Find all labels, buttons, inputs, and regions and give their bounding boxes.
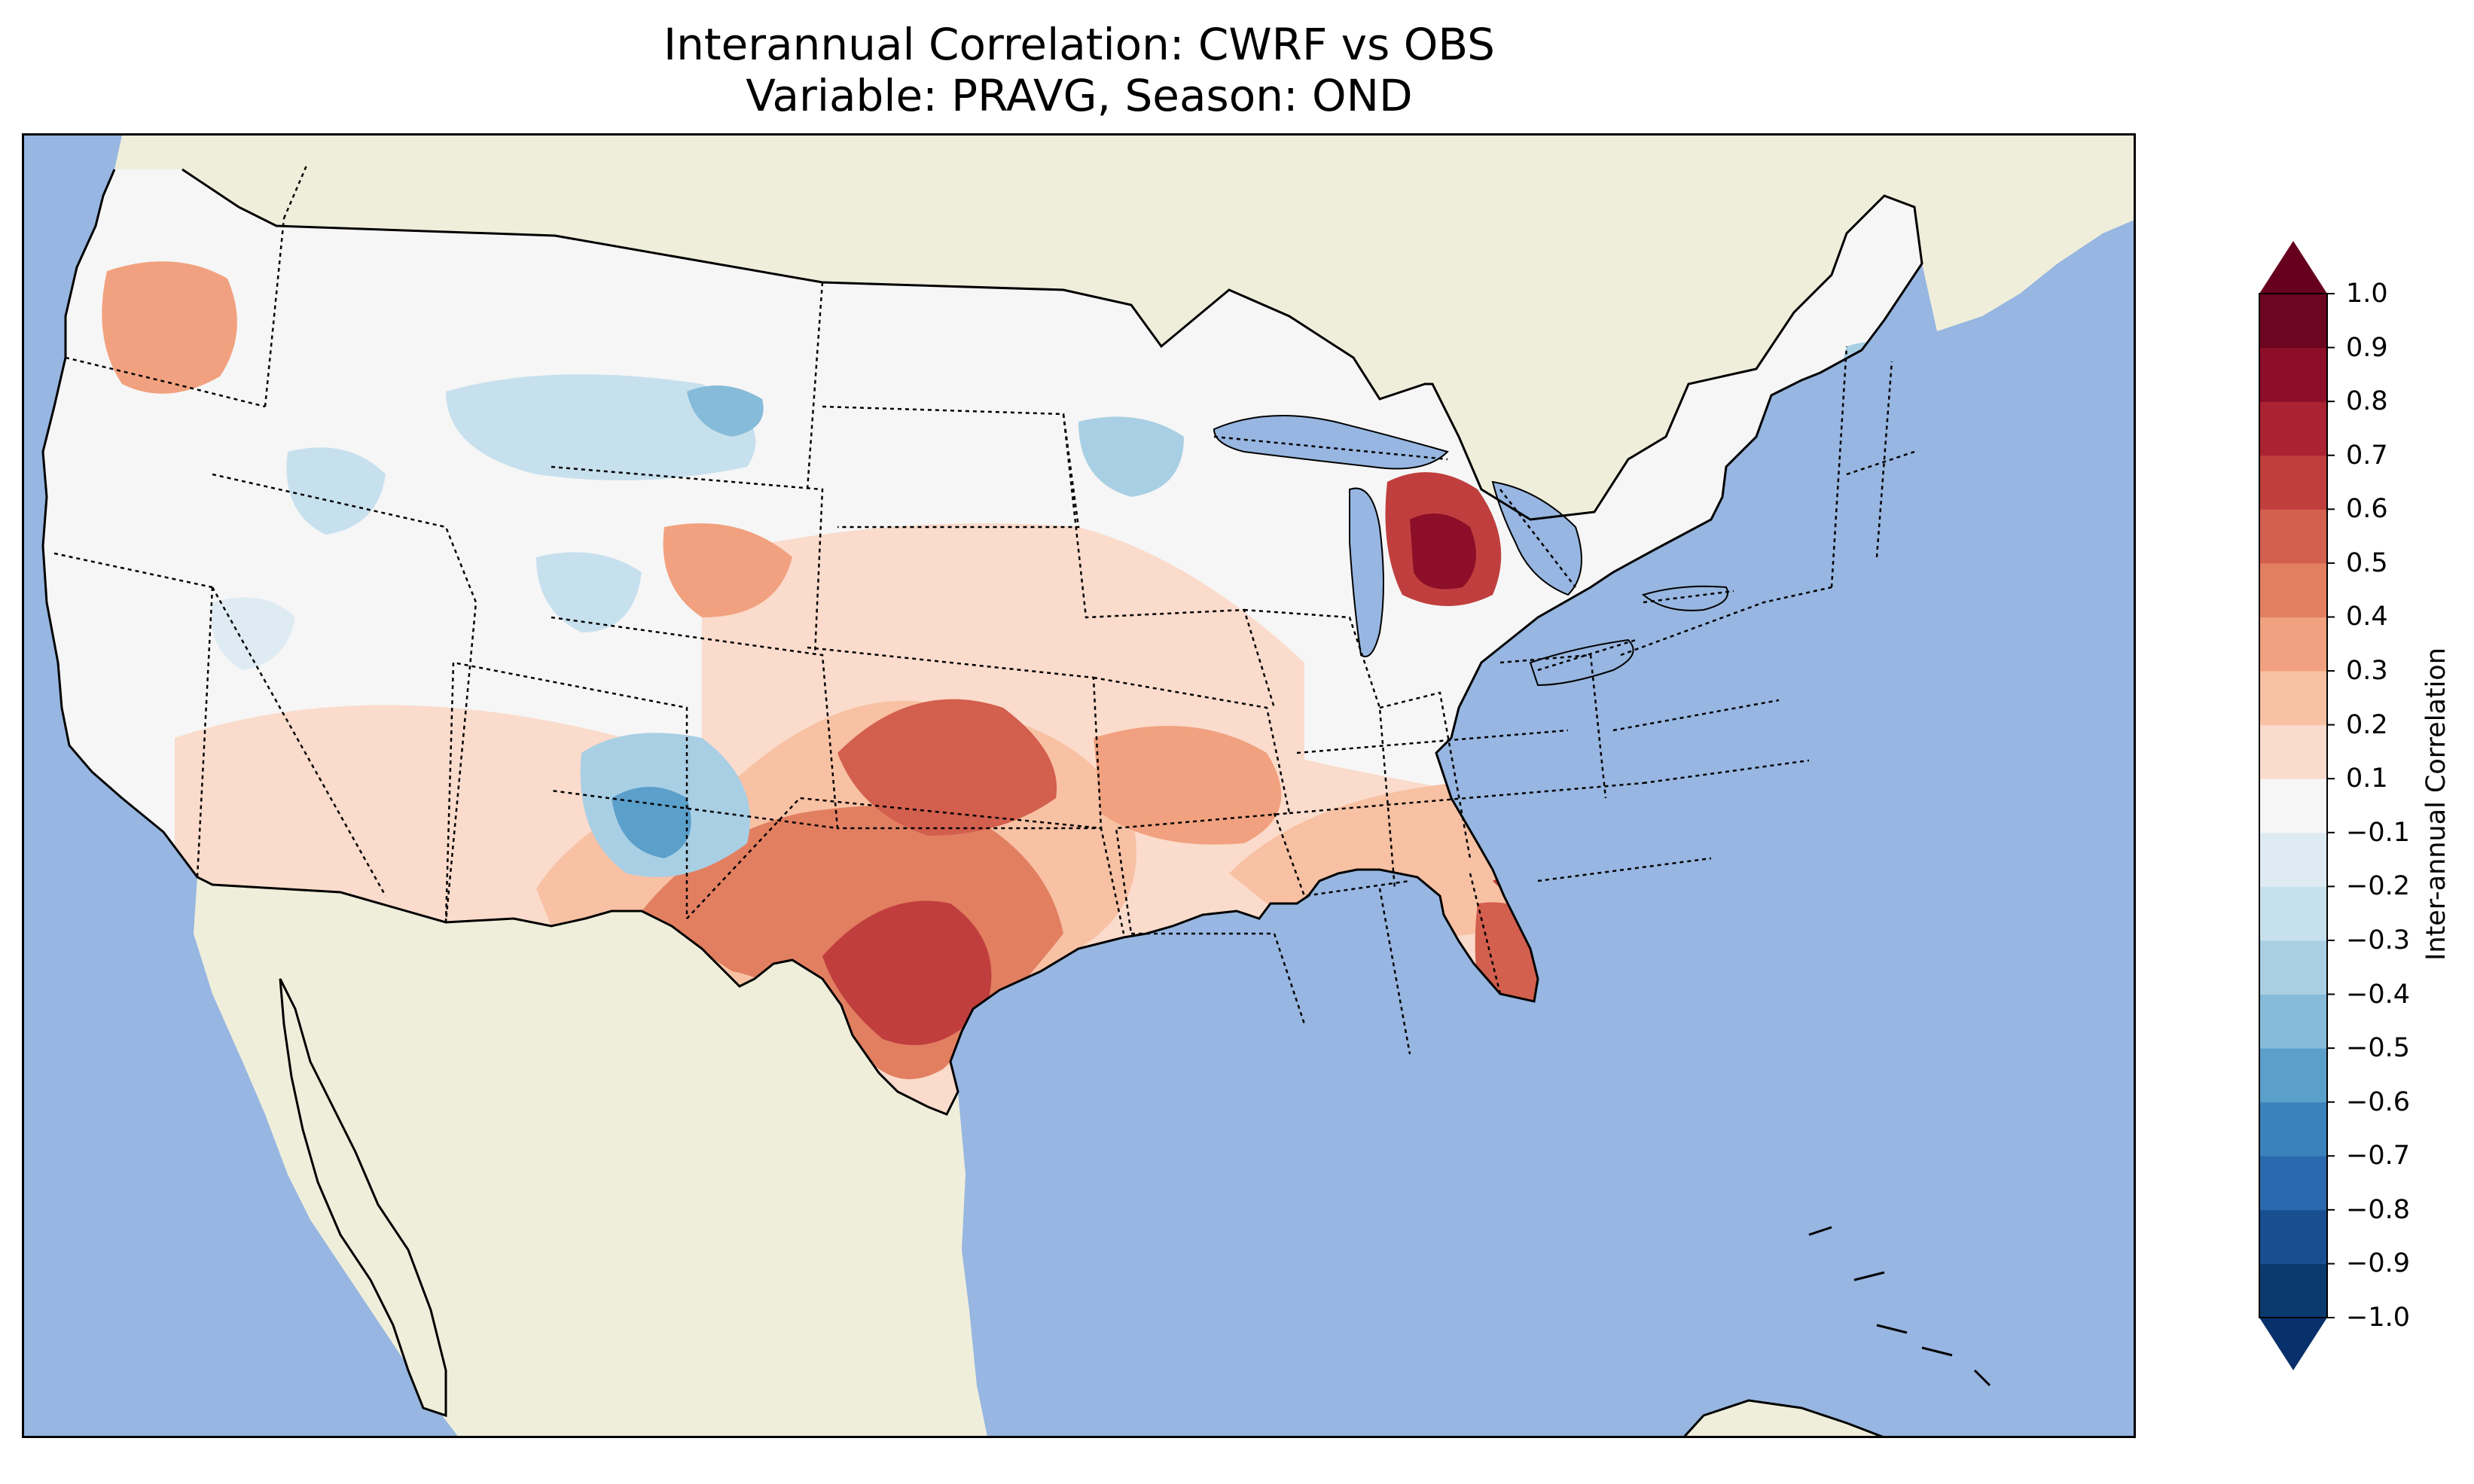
colorbar-tick-label: −0.8 <box>2346 1194 2410 1225</box>
border-mt-dakotas <box>806 282 1080 529</box>
colorbar-tick-label: 0.6 <box>2346 494 2388 525</box>
colorbar-under-arrow <box>2259 1318 2327 1370</box>
colorbar-tick-label: −0.5 <box>2346 1033 2410 1064</box>
colorbar-band <box>2259 1209 2327 1264</box>
border-va-nc <box>1537 759 1810 882</box>
border-new-england <box>1830 346 1915 588</box>
colorbar-tick-label: 0.2 <box>2346 709 2388 740</box>
border-al-ga <box>1378 873 1502 1055</box>
lake-superior <box>1213 415 1449 470</box>
border-ca-nv <box>196 587 387 897</box>
field-region-nebraska <box>663 523 792 617</box>
border-az-nm <box>444 661 688 923</box>
colorbar-band <box>2259 779 2327 833</box>
field-region-missouri <box>1094 726 1282 845</box>
field-region-kentucky-blue <box>1530 777 1643 843</box>
field-region-michigan-core <box>1410 513 1476 590</box>
lake-michigan <box>1349 487 1384 657</box>
field-region-idaho-blue <box>286 447 386 535</box>
field-region-louisiana <box>1244 1034 1355 1114</box>
baja-california <box>279 978 447 1418</box>
colorbar-band <box>2259 509 2327 564</box>
us-coastline <box>41 168 1923 1116</box>
border-co <box>551 616 839 830</box>
colorbar-tick-label: 0.5 <box>2346 547 2388 578</box>
border-oh-in <box>1379 654 1607 859</box>
border-la-ms <box>1131 812 1411 1025</box>
colorbar <box>2259 241 2335 1370</box>
field-region-colorado-core <box>612 787 691 858</box>
colorbar-tick-label: −0.3 <box>2346 925 2410 955</box>
border-ok-tx <box>686 797 1125 934</box>
colorbar-tick-label: −1.0 <box>2346 1303 2410 1333</box>
lake-erie <box>1529 638 1634 687</box>
colorbar-tick-label: 0.4 <box>2346 602 2388 632</box>
border-wa-or <box>65 356 266 408</box>
colorbar-band <box>2259 617 2327 672</box>
colorbar-band <box>2259 455 2327 510</box>
colorbar-tick-label: 0.3 <box>2346 656 2388 687</box>
chart-title-line-1: Interannual Correlation: CWRF vs OBS <box>663 19 1495 70</box>
colorbar-label: Inter-annual Correlation <box>2421 648 2451 961</box>
colorbar-band <box>2259 671 2327 726</box>
map-panel <box>22 133 2136 1438</box>
colorbar-tick-label: 0.1 <box>2346 763 2388 794</box>
colorbar-band <box>2259 1156 2327 1211</box>
field-region-kansas-strong <box>837 699 1057 836</box>
colorbar-band <box>2259 940 2327 995</box>
colorbar-outline <box>2259 293 2328 1318</box>
field-region-wyoming-blue <box>536 552 642 632</box>
colorbar-band <box>2259 1263 2327 1318</box>
colorbar-over-arrow <box>2259 241 2327 294</box>
lake-ontario <box>1641 585 1728 611</box>
border-wi-il <box>1243 608 1396 889</box>
border-tn-ky <box>1289 729 1644 815</box>
colorbar-tick-label: 1.0 <box>2346 279 2388 309</box>
colorbar-band <box>2259 294 2327 349</box>
cuba <box>1683 1399 1884 1436</box>
field-region-montana-blue <box>446 374 756 480</box>
colorbar-tick-label: −0.7 <box>2346 1141 2410 1172</box>
colorbar-tick-label: −0.6 <box>2346 1086 2410 1117</box>
colorbar-band <box>2259 994 2327 1049</box>
colorbar-band <box>2259 1048 2327 1103</box>
border-ne-ks <box>807 646 1103 830</box>
colorbar-tick-label: −0.4 <box>2346 979 2410 1010</box>
field-region-carolinas <box>1493 798 1745 923</box>
border-wy <box>551 465 824 656</box>
colorbar-tick-label: 0.7 <box>2346 440 2388 471</box>
colorbar-band <box>2259 832 2327 887</box>
field-region-pennsylvania-core <box>1709 668 1771 715</box>
colorbar-band <box>2259 724 2327 779</box>
field-region-texas-core <box>822 900 992 1046</box>
state-borders <box>53 165 1915 1055</box>
border-id-mt <box>264 165 308 407</box>
colorbar-band <box>2259 886 2327 941</box>
field-region-pacific-northwest <box>102 261 237 394</box>
field-region-minnesota-blue <box>1078 416 1184 497</box>
chart-title-line-2: Variable: PRAVG, Season: OND <box>746 70 1413 121</box>
colorbar-tick-label: 0.8 <box>2346 386 2388 417</box>
colorbar-band <box>2259 1102 2327 1156</box>
border-mo-ar <box>1093 676 1291 934</box>
border-pa-ny <box>1612 586 1832 732</box>
colorbar-band <box>2259 401 2327 456</box>
colorbar-tick-label: 0.9 <box>2346 332 2388 363</box>
field-region-montana-core <box>687 385 764 437</box>
colorbar-band <box>2259 347 2327 402</box>
colorbar-tick-label: −0.1 <box>2346 817 2410 848</box>
border-nv-ut <box>212 473 477 923</box>
lake-border-dotted <box>1213 435 1734 672</box>
colorbar-band <box>2259 562 2327 617</box>
colorbar-tick-label: −0.9 <box>2346 1248 2410 1279</box>
field-region-georgia <box>1475 902 1555 1065</box>
border-canada <box>822 281 1795 461</box>
florida-keys-islands <box>1808 1226 1991 1387</box>
colorbar-tick-label: −0.2 <box>2346 871 2410 902</box>
field-region-oregon-blue <box>211 597 295 670</box>
field-region-pennsylvania-blue <box>1621 648 1824 760</box>
